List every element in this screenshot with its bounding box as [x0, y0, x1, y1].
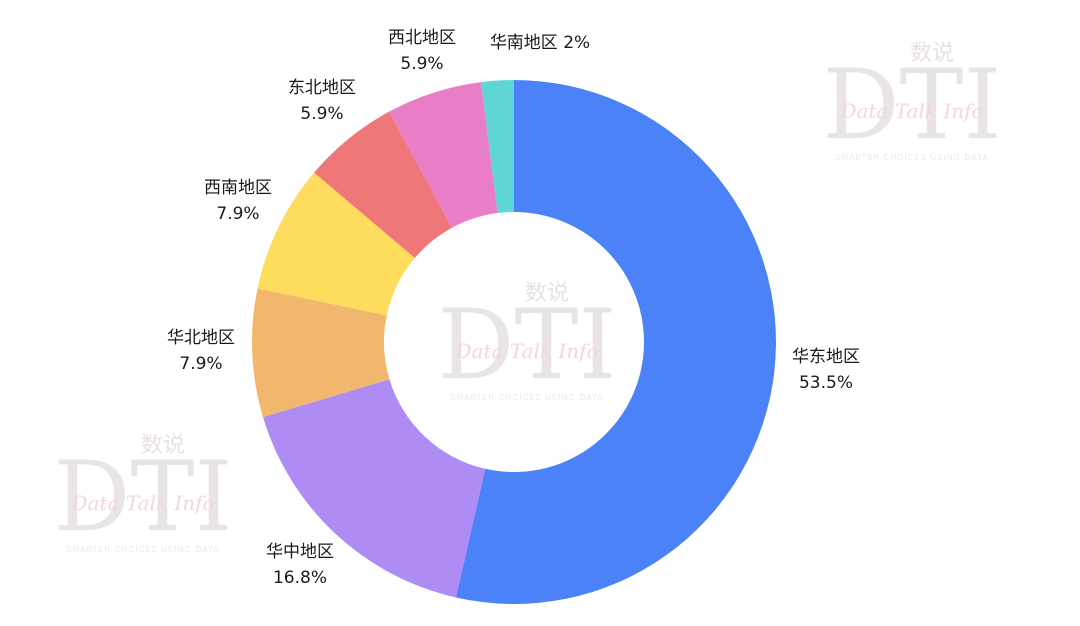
watermark-script-text: Data Talk Info: [839, 99, 983, 123]
slice-label-name-6: 西北地区: [388, 28, 456, 48]
slice-label-value-5: 5.9%: [300, 104, 343, 124]
slice-label-name-2: 华中地区: [266, 542, 334, 562]
watermark-chinese-text: 数说: [141, 433, 185, 458]
watermark-tagline: SMARTER CHOICES USING DATA: [450, 393, 604, 402]
watermark-logo-text: DTI: [823, 49, 1002, 161]
slice-label-value-6: 5.9%: [400, 54, 443, 74]
slice-label-name-4: 西南地区: [204, 178, 272, 198]
slice-label-name-1: 华东地区: [792, 347, 860, 367]
watermark-tagline: SMARTER CHOICES USING DATA: [835, 153, 989, 162]
donut-slice-3: [251, 288, 390, 418]
watermark-chinese-text: 数说: [525, 281, 569, 306]
slice-label-value-2: 16.8%: [273, 568, 327, 588]
slice-label-value-1: 53.5%: [799, 373, 853, 393]
watermark-logo-text: DTI: [54, 441, 233, 553]
slice-label-name-3: 华北地区: [167, 328, 235, 348]
slice-labels: 华东地区 53.5% 华中地区 16.8% 华北地区 7.9% 西南地区 7.9% 东北地区 5.…: [167, 28, 860, 588]
donut-slice-6: [389, 82, 498, 228]
slice-label-7: 华南地区 2%: [490, 33, 590, 53]
donut-slices: [251, 80, 776, 604]
donut-slice-2: [263, 379, 486, 598]
slice-label-value-4: 7.9%: [216, 204, 259, 224]
donut-slice-5: [314, 111, 453, 258]
donut-slice-4: [257, 172, 415, 316]
watermark-logo-text: DTI: [438, 289, 617, 401]
watermark-script-text: Data Talk Info: [70, 491, 214, 515]
watermark-script-text: Data Talk Info: [454, 339, 598, 363]
slice-label-name-5: 东北地区: [288, 78, 356, 98]
watermark-chinese-text: 数说: [910, 41, 954, 66]
watermark-tagline: SMARTER CHOICES USING DATA: [66, 545, 220, 554]
slice-label-value-3: 7.9%: [179, 354, 222, 374]
donut-slice-7: [481, 80, 514, 214]
donut-slice-1: [455, 80, 776, 604]
